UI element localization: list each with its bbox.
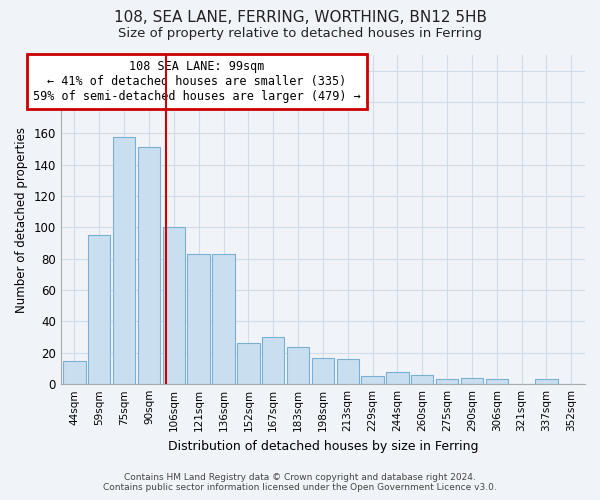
Bar bbox=[312, 358, 334, 384]
Text: 108 SEA LANE: 99sqm
← 41% of detached houses are smaller (335)
59% of semi-detac: 108 SEA LANE: 99sqm ← 41% of detached ho… bbox=[33, 60, 361, 103]
Bar bbox=[262, 337, 284, 384]
Bar bbox=[187, 254, 210, 384]
Bar bbox=[461, 378, 483, 384]
Bar bbox=[163, 228, 185, 384]
Text: Contains HM Land Registry data © Crown copyright and database right 2024.: Contains HM Land Registry data © Crown c… bbox=[124, 474, 476, 482]
Text: Size of property relative to detached houses in Ferring: Size of property relative to detached ho… bbox=[118, 28, 482, 40]
Bar bbox=[436, 380, 458, 384]
Bar bbox=[237, 344, 260, 384]
Bar bbox=[386, 372, 409, 384]
Bar bbox=[287, 346, 309, 384]
Bar bbox=[88, 236, 110, 384]
Bar bbox=[138, 148, 160, 384]
Y-axis label: Number of detached properties: Number of detached properties bbox=[15, 126, 28, 312]
Text: Contains public sector information licensed under the Open Government Licence v3: Contains public sector information licen… bbox=[103, 484, 497, 492]
Bar bbox=[535, 380, 557, 384]
Bar bbox=[63, 360, 86, 384]
Bar bbox=[361, 376, 384, 384]
Bar bbox=[113, 136, 136, 384]
X-axis label: Distribution of detached houses by size in Ferring: Distribution of detached houses by size … bbox=[167, 440, 478, 452]
Bar bbox=[212, 254, 235, 384]
Text: 108, SEA LANE, FERRING, WORTHING, BN12 5HB: 108, SEA LANE, FERRING, WORTHING, BN12 5… bbox=[113, 10, 487, 25]
Bar bbox=[485, 380, 508, 384]
Bar bbox=[411, 375, 433, 384]
Bar bbox=[337, 359, 359, 384]
